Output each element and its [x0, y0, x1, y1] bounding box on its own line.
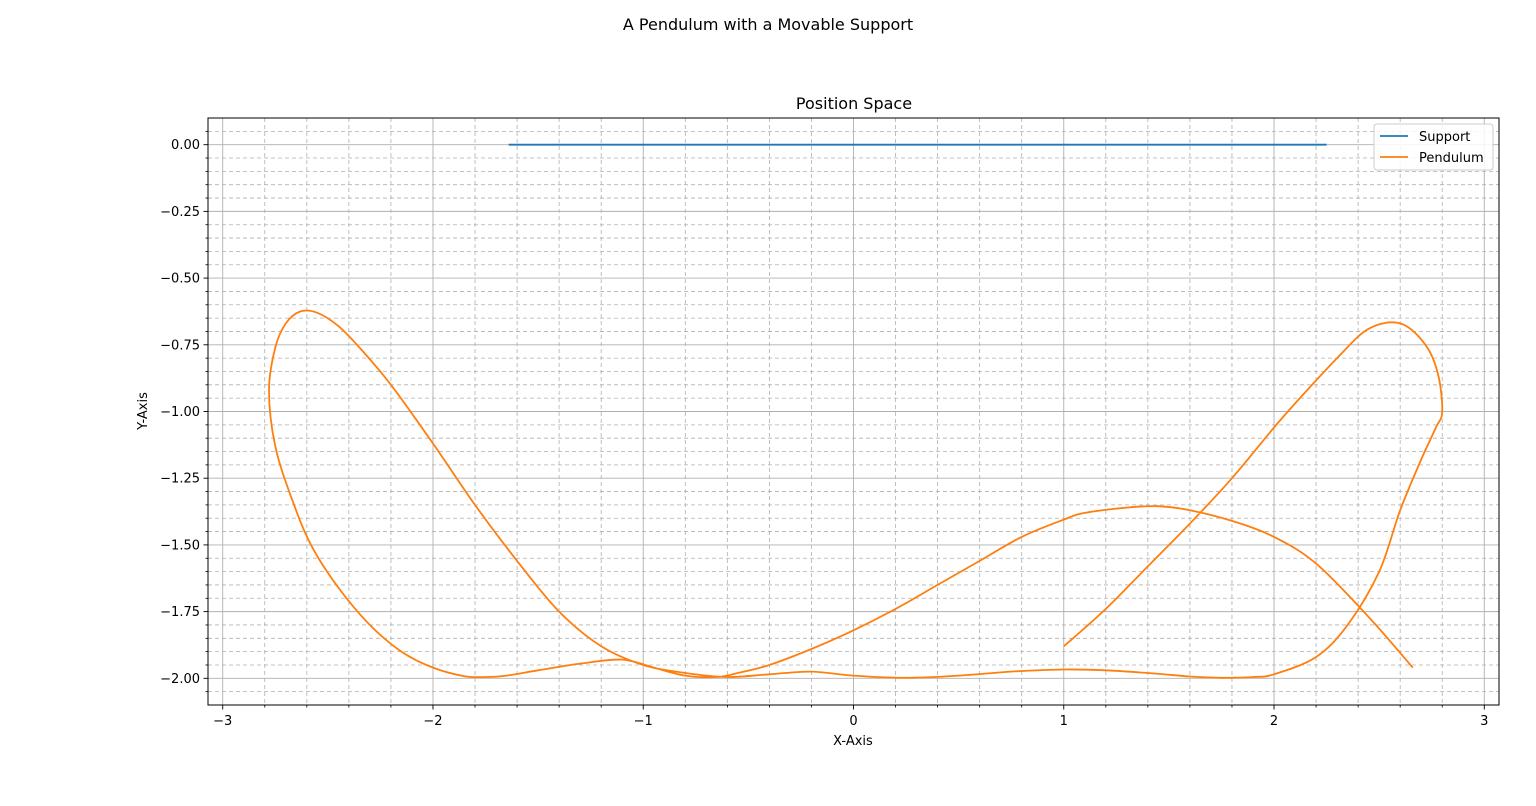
- pendulum-line: [268, 309, 1444, 679]
- y-tick-label: −1.00: [160, 405, 200, 420]
- x-tick-label: −3: [213, 714, 232, 729]
- y-tick-label: −2.00: [160, 672, 200, 687]
- series-layer: [268, 143, 1444, 679]
- x-tick-label: −2: [423, 714, 442, 729]
- legend-pendulum-label: Pendulum: [1419, 151, 1484, 166]
- y-tick-label: −1.75: [160, 605, 200, 620]
- x-tick-label: 0: [849, 714, 857, 729]
- y-tick-label: −1.25: [160, 472, 200, 487]
- legend-support-label: Support: [1419, 130, 1470, 145]
- legend: Support Pendulum: [1373, 123, 1494, 171]
- chart-title: Position Space: [796, 94, 912, 113]
- y-tick-label: −0.25: [160, 205, 200, 220]
- major-grid: [208, 118, 1499, 705]
- x-axis-label: X-Axis: [833, 734, 873, 749]
- y-tick-label: −0.50: [160, 272, 200, 287]
- x-tick-label: 2: [1270, 714, 1278, 729]
- x-tick-label: 1: [1060, 714, 1068, 729]
- y-tick-label: −0.75: [160, 338, 200, 353]
- x-tick-label: −1: [634, 714, 653, 729]
- figure-suptitle: A Pendulum with a Movable Support: [623, 15, 913, 34]
- x-tick-label: 3: [1480, 714, 1488, 729]
- axis-ticks: −3 −2 −1 0 1 2 3 0.00 −0.25 −0.50 −0.75 −1.00 −1.25 −…: [160, 130, 1488, 729]
- y-axis-label: Y-Axis: [136, 392, 151, 431]
- y-tick-label: −1.50: [160, 538, 200, 553]
- y-tick-label: 0.00: [171, 138, 200, 153]
